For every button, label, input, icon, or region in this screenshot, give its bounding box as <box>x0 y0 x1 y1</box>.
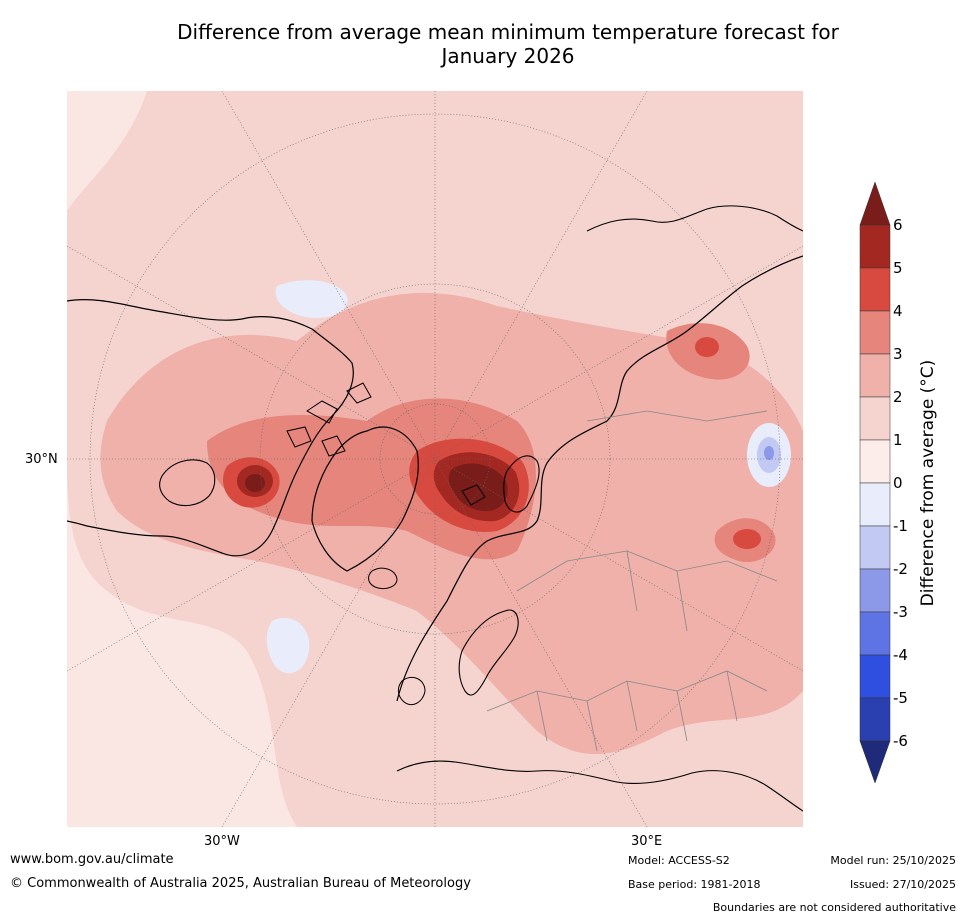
lat-label-30n: 30°N <box>25 452 58 467</box>
greenland-coastline <box>311 426 419 572</box>
footer-issued: Issued: 27/10/2025 <box>849 878 956 891</box>
colorbar-band-neg2-neg1 <box>859 525 891 570</box>
tibet-cold-core <box>764 446 774 460</box>
iceland-coastline <box>368 567 398 590</box>
footer-disclaimer: Boundaries are not considered authoritat… <box>712 901 956 914</box>
footer-model: Model: ACCESS-S2 <box>628 854 730 867</box>
novaya-zemlya-coastline <box>503 455 540 513</box>
footer-base-period: Base period: 1981-2018 <box>628 878 761 891</box>
colorbar-tick-6: 6 <box>893 216 903 234</box>
colorbar-band-1-2 <box>859 396 891 441</box>
british-isles-coastline <box>397 676 426 706</box>
north-america-coastline <box>67 299 354 557</box>
meridian-60w <box>67 245 803 672</box>
colorbar <box>859 181 891 784</box>
map-canvas <box>67 91 803 827</box>
colorbar-band-neg3-neg2 <box>859 568 891 613</box>
colorbar-tick-3: 3 <box>893 345 903 363</box>
svalbard-coastline <box>461 484 486 506</box>
china-4-5-core <box>733 529 761 549</box>
colorbar-tick-5: 5 <box>893 259 903 277</box>
colorbar-band-4-5 <box>859 267 891 312</box>
atlantic-cool-patch <box>266 617 310 674</box>
footer-model-run: Model run: 25/10/2025 <box>830 854 956 867</box>
colorbar-band-5-6 <box>859 224 891 269</box>
colorbar-tick-2: 2 <box>893 388 903 406</box>
canadian-archipelago-coastline <box>286 382 372 457</box>
meridian-30w <box>221 91 648 827</box>
colorbar-band-2-3 <box>859 353 891 398</box>
title-line-1: Difference from average mean minimum tem… <box>177 20 839 44</box>
siberia-4-5-core <box>695 337 719 357</box>
colorbar-extend-top <box>859 181 891 226</box>
colorbar-axis-label: Difference from average (°C) <box>918 359 938 607</box>
colorbar-tick-neg4: -4 <box>893 646 908 664</box>
lon-label-30e: 30°E <box>631 834 663 849</box>
greenland-6-plus-core <box>245 474 265 492</box>
title-line-2: January 2026 <box>441 44 575 68</box>
footer-copyright: © Commonwealth of Australia 2025, Austra… <box>10 876 471 891</box>
siberia-coastline <box>586 205 803 232</box>
colorbar-band-0-1 <box>859 439 891 484</box>
colorbar-tick-neg5: -5 <box>893 689 908 707</box>
colorbar-extend-bottom <box>859 740 891 784</box>
scandinavia-coastline <box>458 609 519 696</box>
country-borders <box>486 410 778 752</box>
colorbar-band-neg4-neg3 <box>859 611 891 656</box>
lon-label-30w: 30°W <box>204 834 240 849</box>
footer-website-link[interactable]: www.bom.gov.au/climate <box>10 852 174 867</box>
colorbar-band-neg6-neg5 <box>859 697 891 742</box>
alaska-cool-patch <box>275 280 348 319</box>
colorbar-tick-1: 1 <box>893 431 903 449</box>
chart-title: Difference from average mean minimum tem… <box>60 20 956 68</box>
eurasia-coastline <box>396 255 803 702</box>
colorbar-band-neg1-0 <box>859 482 891 527</box>
hudson-bay-coastline <box>159 459 216 507</box>
graticule-30n <box>89 113 781 805</box>
colorbar-tick-neg6: -6 <box>893 732 908 750</box>
colorbar-tick-neg1: -1 <box>893 517 908 535</box>
forecast-map[interactable] <box>67 91 803 827</box>
colorbar-tick-neg3: -3 <box>893 603 908 621</box>
meridian-30e <box>221 91 648 827</box>
mediterranean-coastline <box>396 760 803 812</box>
colorbar-band-neg5-neg4 <box>859 654 891 699</box>
colorbar-band-3-4 <box>859 310 891 355</box>
colorbar-tick-0: 0 <box>893 474 903 492</box>
colorbar-tick-neg2: -2 <box>893 560 908 578</box>
colorbar-tick-4: 4 <box>893 302 903 320</box>
